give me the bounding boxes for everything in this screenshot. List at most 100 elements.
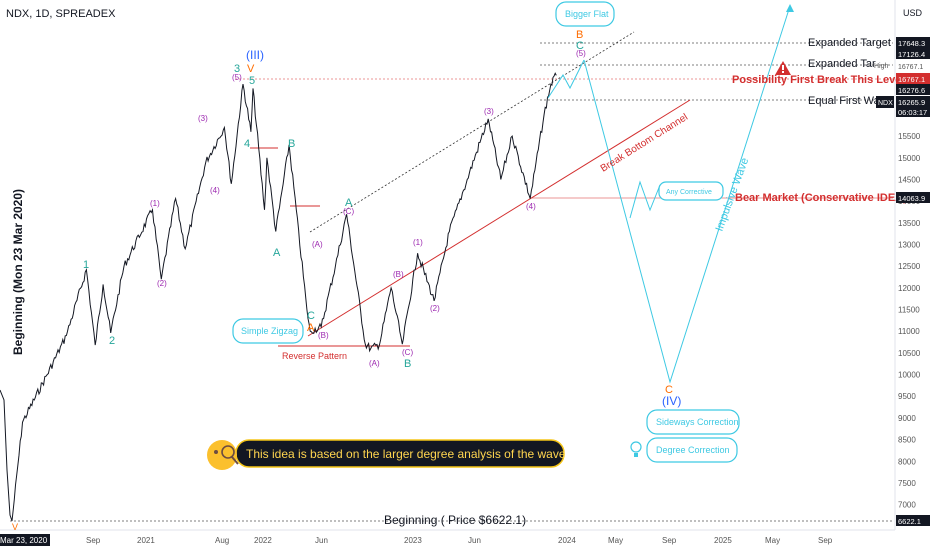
expanded-target-label: Expanded Target: [808, 37, 891, 49]
x-tick-0: Mar 23, 2020: [0, 536, 48, 545]
wave-4-label: 4: [244, 138, 250, 150]
x-tick-2: 2021: [137, 536, 155, 545]
high-value-note: 16767.1: [898, 64, 923, 71]
y-tick-14500: 14500: [898, 175, 921, 184]
svg-text:NDX: NDX: [878, 100, 893, 107]
x-tick-5: Jun: [315, 536, 328, 545]
y-tick-9500: 9500: [898, 392, 916, 401]
price-tag-2: 16767.1: [898, 75, 925, 84]
wave-A-label-2022: A: [273, 247, 281, 259]
x-tick-labels: Mar 23, 2020 Sep 2021 Aug 2022 Jun 2023 Jun 2024…: [0, 534, 833, 546]
degree-correction-box[interactable]: Degree Correction: [646, 437, 738, 463]
wave-p3-label-2021: (3): [198, 114, 208, 123]
x-tick-13: Sep: [818, 536, 833, 545]
wave-III-label: (III): [246, 48, 264, 62]
wave-pB-label-nov22: (B): [393, 270, 404, 279]
wave-p2-label-2020: (2): [157, 279, 167, 288]
wave-1-label: 1: [83, 259, 89, 271]
projection-down-line[interactable]: [583, 5, 791, 384]
wave-B-orange-label: B: [576, 29, 583, 41]
price-tag-4: 16265.9: [898, 98, 925, 107]
wave-5-label: 5: [249, 75, 255, 87]
y-tick-11000: 11000: [898, 327, 920, 336]
price-tag-bg-7: [896, 515, 930, 526]
wave-pC-label-aug22: (C): [343, 207, 354, 216]
wave-A-orange-label: A: [307, 322, 315, 334]
wave-3-label: 3: [234, 63, 240, 75]
wave-p4-label-2021: (4): [210, 186, 220, 195]
x-tick-4: 2022: [254, 536, 272, 545]
any-corrective-box[interactable]: Any Corrective: [658, 181, 724, 201]
x-tick-highlight: [0, 534, 50, 546]
any-corrective-zigzag[interactable]: [629, 180, 661, 219]
y-tick-15500: 15500: [898, 132, 921, 141]
wave-C-label-2022: C: [307, 310, 315, 322]
y-tick-13500: 13500: [898, 219, 921, 228]
y-tick-15000: 15000: [898, 154, 921, 163]
lightbulb-icon: [630, 441, 642, 457]
sideways-correction-box[interactable]: Sideways Correction: [646, 409, 740, 435]
x-tick-10: Sep: [662, 536, 677, 545]
price-tag-6: 14063.9: [898, 194, 925, 203]
wave-pA-label-oct22: (A): [369, 359, 380, 368]
price-series-line[interactable]: [0, 72, 557, 522]
wave-B-label-2022: B: [288, 138, 295, 150]
wave-p1-label-2023: (1): [413, 238, 423, 247]
price-tag-7: 6622.1: [898, 517, 921, 526]
x-tick-1: Sep: [86, 536, 101, 545]
ndx-tag: NDX: [876, 96, 894, 108]
y-tick-8500: 8500: [898, 436, 916, 445]
y-tick-11500: 11500: [898, 306, 920, 315]
equal-first-label: Equal First Wa: [808, 95, 881, 107]
wave-pC-label-dec22: (C): [402, 348, 413, 357]
x-tick-12: May: [765, 536, 780, 545]
svg-text:Sideways Correction: Sideways Correction: [656, 417, 739, 427]
wave-2-label: 2: [109, 335, 115, 347]
x-tick-6: 2023: [404, 536, 422, 545]
svg-text:Any Corrective: Any Corrective: [666, 189, 712, 196]
wave-p4-label-2023: (4): [526, 202, 536, 211]
projection-up-arrow[interactable]: [547, 59, 585, 99]
wave-pA-label-jun22: (A): [312, 240, 323, 249]
bigger-flat-box[interactable]: Bigger Flat: [555, 1, 615, 27]
x-tick-9: May: [608, 536, 623, 545]
svg-text:Simple Zigzag: Simple Zigzag: [241, 326, 298, 336]
svg-text:Degree Correction: Degree Correction: [656, 445, 730, 455]
wave-IV-label: (IV): [662, 394, 681, 408]
wave-V-label: V: [247, 63, 255, 75]
wave-p5-label-top: (5): [232, 73, 242, 82]
wave-B-label-dec22: B: [404, 358, 411, 370]
price-tag-1: 17126.4: [898, 50, 925, 59]
wave-pB-label-jun22: (B): [318, 331, 329, 340]
symbol-title[interactable]: NDX, 1D, SPREADEX: [6, 8, 116, 20]
wave-p5-label-top2: (5): [576, 49, 586, 58]
price-tag-bg-0: [896, 37, 930, 48]
x-tick-3: Aug: [215, 536, 229, 545]
price-tag-5: 06:03:17: [898, 108, 927, 117]
high-note: High: [874, 63, 889, 70]
possibility-label: Possibility First Break This Level: [732, 74, 904, 86]
price-tag-bg-5: [896, 106, 930, 117]
wave-A-label-aug22: A: [345, 197, 353, 209]
channel-upper-line[interactable]: [309, 31, 635, 233]
price-tag-0: 17648.3: [898, 39, 925, 48]
price-tag-3: 16276.6: [898, 86, 925, 95]
y-tick-8000: 8000: [898, 457, 916, 466]
currency-label[interactable]: USD: [903, 8, 923, 18]
y-tick-12000: 12000: [898, 284, 921, 293]
simple-zigzag-box[interactable]: Simple Zigzag: [232, 318, 304, 344]
wave-C-label-top: C: [576, 40, 584, 52]
idea-banner[interactable]: This idea is based on the larger degree …: [235, 439, 566, 468]
wave-labels: (III) 3 V 5 (5) 4 (3) (4) (1) (2) 1 2 B …: [12, 29, 681, 532]
reverse-pattern-label: Reverse Pattern: [282, 351, 347, 361]
wave-IV-bottom-label: V: [12, 522, 18, 532]
wave-p2-label-2023: (2): [430, 304, 440, 313]
left-axis-label: Beginning (Mon 23 Mar 2020): [11, 189, 25, 355]
price-tag-bg-3: [896, 84, 930, 95]
y-tick-7000: 7000: [898, 501, 916, 510]
thinking-emoji-icon: [207, 440, 239, 470]
y-tick-10000: 10000: [898, 371, 921, 380]
channel-lower-line[interactable]: [307, 99, 691, 337]
x-tick-11: 2025: [714, 536, 732, 545]
